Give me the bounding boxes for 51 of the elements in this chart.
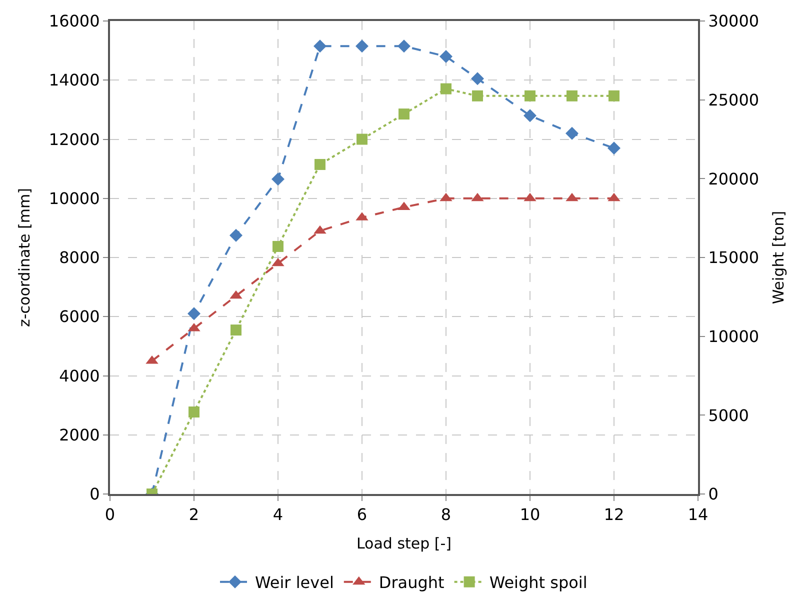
y-tick-label: 4000 [59,366,100,386]
point [272,240,284,252]
point [440,83,452,94]
point [608,142,620,155]
legend-label: Weir level [255,573,334,592]
point [230,324,242,336]
point [398,108,410,120]
point [566,126,578,140]
point [472,90,483,102]
x-tick-label: 2 [188,505,200,524]
point [230,228,242,242]
legend-label: Draught [378,573,444,592]
y-tick-label: 2000 [59,425,100,444]
point [314,158,326,170]
point [524,90,536,102]
x-tick-label: 0 [104,505,116,524]
y2-tick-label: 5000 [708,406,749,425]
point [272,172,284,186]
x-tick-label: 12 [604,505,624,524]
x-tick-label: 14 [688,505,708,524]
x-tick-label: 6 [356,505,368,524]
point [524,109,536,122]
point [608,90,620,102]
y-tick-label: 12000 [48,130,100,149]
point [314,40,326,53]
x-tick-label: 8 [440,505,452,524]
y-tick-label: 10000 [48,188,100,208]
y2-tick-label: 30000 [708,12,760,31]
point [440,50,452,63]
point [566,90,578,102]
point [471,72,484,86]
y2-tick-label: 0 [708,484,718,504]
y2-tick-label: 20000 [708,169,760,188]
y2-tick-label: 25000 [708,90,760,110]
point [188,406,200,418]
y2-tick-label: 15000 [708,248,760,268]
point [356,134,368,145]
point [398,40,410,53]
y2-tick-label: 10000 [708,326,760,346]
y-axis-title: z-coordinate [mm] [16,188,34,327]
x-tick-label: 10 [520,505,540,524]
x-tick-label: 4 [272,505,284,524]
legend-label: Weight spoil [489,573,588,592]
y-tick-label: 16000 [48,12,100,31]
y-tick-label: 8000 [59,248,100,268]
y-tick-label: 0 [90,484,100,504]
y-tick-label: 6000 [59,307,100,326]
point [356,40,368,53]
x-axis-title: Load step [-] [356,534,452,553]
y-tick-label: 14000 [48,70,100,90]
y2-axis-title: Weight [ton] [770,210,788,304]
